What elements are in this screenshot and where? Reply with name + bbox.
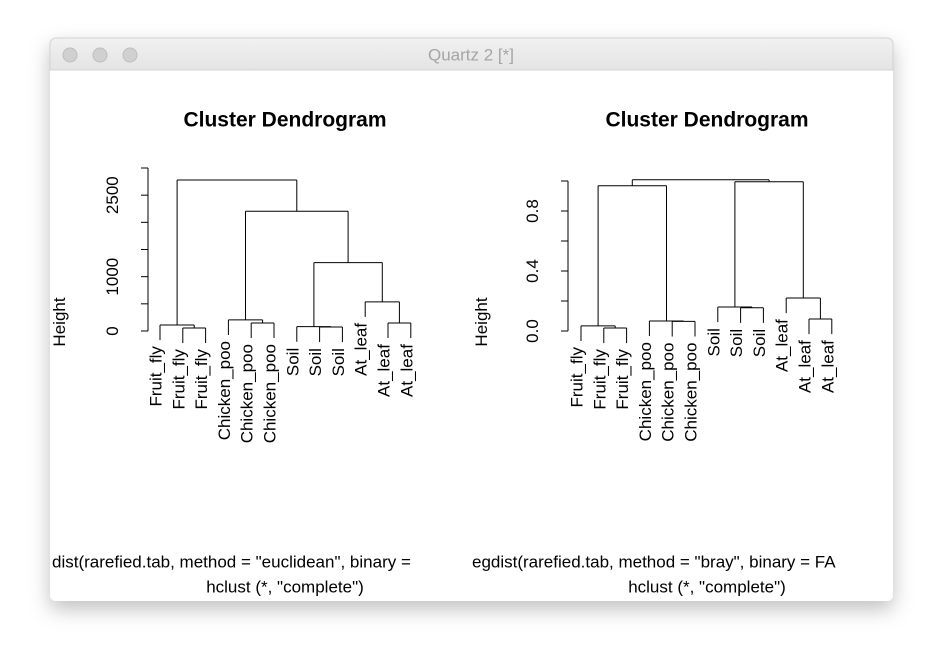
- y-tick-label: 0.4: [523, 259, 542, 283]
- leaf-label: At_leaf: [818, 340, 837, 393]
- window-title: Quartz 2 [*]: [428, 45, 514, 64]
- leaf-label: Chicken_poo: [215, 341, 234, 440]
- minimize-button[interactable]: [92, 47, 108, 63]
- chart-title: Cluster Dendrogram: [183, 109, 386, 132]
- leaf-label: At_leaf: [795, 340, 814, 393]
- y-axis-label: Height: [472, 297, 491, 346]
- leaf-label: Soil: [727, 329, 746, 357]
- window: [50, 38, 893, 601]
- chart-title: Cluster Dendrogram: [605, 109, 808, 132]
- y-tick-label: 0: [103, 326, 122, 335]
- leaf-label: Fruit_fly: [567, 347, 586, 408]
- y-tick-label: 0.8: [523, 199, 542, 223]
- leaf-label: At_leaf: [397, 344, 416, 397]
- zoom-button[interactable]: [122, 47, 138, 63]
- leaf-label: At_leaf: [352, 323, 371, 376]
- leaf-label: Chicken_poo: [659, 343, 678, 442]
- subtitle: egdist(rarefied.tab, method = "bray", bi…: [472, 552, 836, 571]
- y-tick-label: 0.0: [523, 319, 542, 343]
- y-axis-label: Height: [50, 297, 69, 346]
- leaf-label: Fruit_fly: [192, 349, 211, 410]
- y-tick-label: 2500: [103, 176, 122, 214]
- leaf-label: Fruit_fly: [146, 346, 165, 407]
- leaf-label: Chicken_poo: [681, 343, 700, 442]
- close-button[interactable]: [62, 47, 78, 63]
- leaf-label: Fruit_fly: [590, 349, 609, 410]
- plot-area: Cluster Dendrogram Height dist(rarefied.ta…: [50, 109, 837, 597]
- leaf-label: At_leaf: [773, 319, 792, 372]
- leaf-label: Chicken_poo: [260, 344, 279, 443]
- leaf-label: Chicken_poo: [636, 342, 655, 441]
- subtitle: dist(rarefied.tab, method = "euclidean",…: [52, 552, 411, 571]
- y-tick-label: 1000: [103, 258, 122, 296]
- leaf-label: Fruit_fly: [169, 349, 188, 410]
- leaf-label: Chicken_poo: [238, 344, 257, 443]
- leaf-label: Soil: [283, 348, 302, 376]
- subtitle: hclust (*, "complete"): [628, 577, 786, 596]
- leaf-label: Soil: [306, 348, 325, 376]
- leaf-label: Fruit_fly: [613, 349, 632, 410]
- leaf-label: At_leaf: [374, 344, 393, 397]
- title-bar: [49, 37, 894, 71]
- leaf-label: Soil: [704, 328, 723, 356]
- leaf-label: Soil: [329, 348, 348, 376]
- subtitle: hclust (*, "complete"): [206, 577, 364, 596]
- leaf-label: Soil: [750, 329, 769, 357]
